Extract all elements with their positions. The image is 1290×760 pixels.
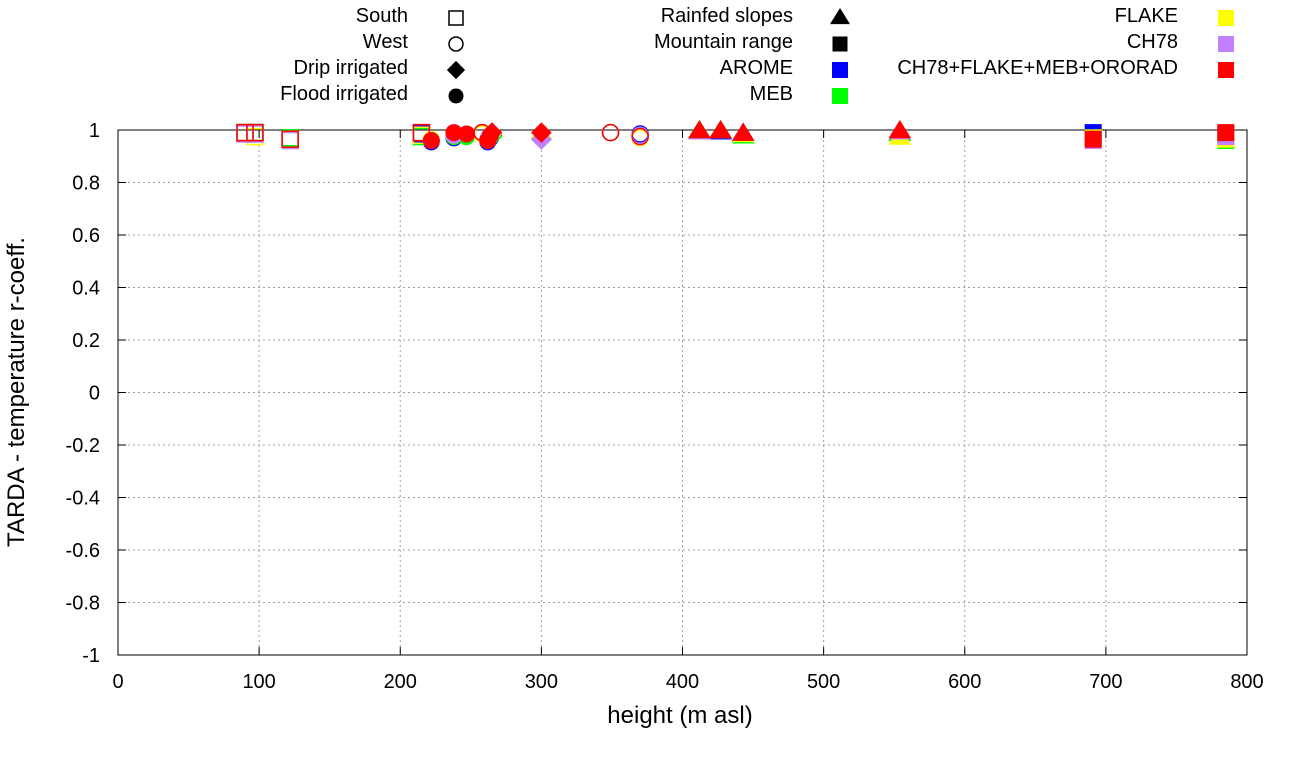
- legend-square-icon: [832, 36, 848, 52]
- y-tick-label: -1: [82, 645, 100, 667]
- legend-color-swatch: [832, 88, 848, 104]
- legend-diamond-icon: [446, 60, 466, 80]
- point-ch78-flake-meb-ororad: [236, 123, 254, 142]
- point-ch78-flake-meb-ororad: [422, 132, 440, 149]
- legend-label: MEB: [750, 83, 793, 105]
- y-tick-label: -0.2: [66, 435, 100, 457]
- point-ch78-flake-meb-ororad: [246, 123, 264, 142]
- legend-circle-icon: [448, 36, 464, 52]
- x-tick-label: 100: [242, 671, 275, 693]
- y-tick-label: -0.8: [66, 593, 100, 615]
- point-arome: [246, 123, 264, 142]
- legend-color-swatch: [1218, 10, 1234, 26]
- point-ch78-flake-meb-ororad: [601, 123, 620, 142]
- point-meb: [236, 123, 254, 142]
- point-ch78-flake-meb-ororad: [482, 126, 500, 144]
- point-ch78-flake-meb-ororad: [888, 119, 912, 139]
- point-ch78-flake-meb-ororad: [688, 119, 711, 139]
- y-tick-label: 0.2: [72, 330, 100, 352]
- y-tick-label: -0.4: [66, 488, 100, 510]
- ticks: 0 100 200 300 400 500 600 700 80010.80.60.40.20-…: [66, 120, 1264, 693]
- point-ch78-flake-meb-ororad: [531, 122, 552, 143]
- legend-label: Rainfed slopes: [661, 5, 793, 27]
- point-ch78-flake-meb-ororad: [281, 130, 299, 148]
- legend-label: CH78+FLAKE+MEB+ORORAD: [897, 57, 1178, 79]
- legend-label: South: [356, 5, 408, 27]
- x-tick-label: 700: [1089, 671, 1122, 693]
- legend-color-swatch: [1218, 36, 1234, 52]
- point-arome: [236, 123, 254, 142]
- point-ch78-flake-meb-ororad: [731, 122, 755, 141]
- point-ch78-flake-meb-ororad: [1084, 130, 1102, 148]
- legend-label: AROME: [720, 57, 793, 79]
- x-tick-label: 200: [384, 671, 417, 693]
- point-flake: [281, 130, 299, 148]
- point-ch78-flake-meb-ororad: [458, 125, 476, 143]
- legend-label: Drip irrigated: [294, 57, 408, 79]
- point-ch78-flake-meb-ororad: [1217, 124, 1235, 142]
- legend-color-swatch: [1218, 62, 1234, 78]
- x-tick-label: 0: [112, 671, 123, 693]
- legend-label: Mountain range: [654, 31, 793, 53]
- y-tick-label: 0: [89, 383, 100, 405]
- y-axis-label: TARDA - temperature r-coeff.: [3, 237, 30, 547]
- legend-triangle-icon: [830, 7, 850, 25]
- x-tick-label: 500: [807, 671, 840, 693]
- legend-label: CH78: [1127, 31, 1178, 53]
- legend-color-swatch: [832, 62, 848, 78]
- y-tick-label: 0.4: [72, 278, 100, 300]
- x-tick-label: 300: [525, 671, 558, 693]
- y-tick-label: 0.6: [72, 225, 100, 247]
- x-tick-label: 600: [948, 671, 981, 693]
- x-tick-label: 400: [666, 671, 699, 693]
- y-tick-label: 1: [89, 120, 100, 142]
- legend-label: Flood irrigated: [280, 83, 408, 105]
- point-flake: [236, 123, 254, 142]
- point-ch78-flake-meb-ororad: [709, 119, 732, 139]
- point-meb: [246, 123, 264, 142]
- x-axis-label: height (m asl): [607, 702, 752, 729]
- legend-square-icon: [448, 10, 464, 26]
- legend-label: FLAKE: [1115, 5, 1178, 27]
- data-points: [236, 119, 1235, 151]
- grid: [118, 130, 1247, 655]
- y-tick-label: 0.8: [72, 173, 100, 195]
- y-tick-label: -0.6: [66, 540, 100, 562]
- legend-circle-icon: [448, 88, 464, 104]
- x-tick-label: 800: [1230, 671, 1263, 693]
- legend: South West Drip irrigated Flood irrigated Ra…: [280, 5, 1234, 105]
- legend-label: West: [363, 31, 409, 53]
- point-ch78-flake-meb-ororad: [631, 127, 649, 146]
